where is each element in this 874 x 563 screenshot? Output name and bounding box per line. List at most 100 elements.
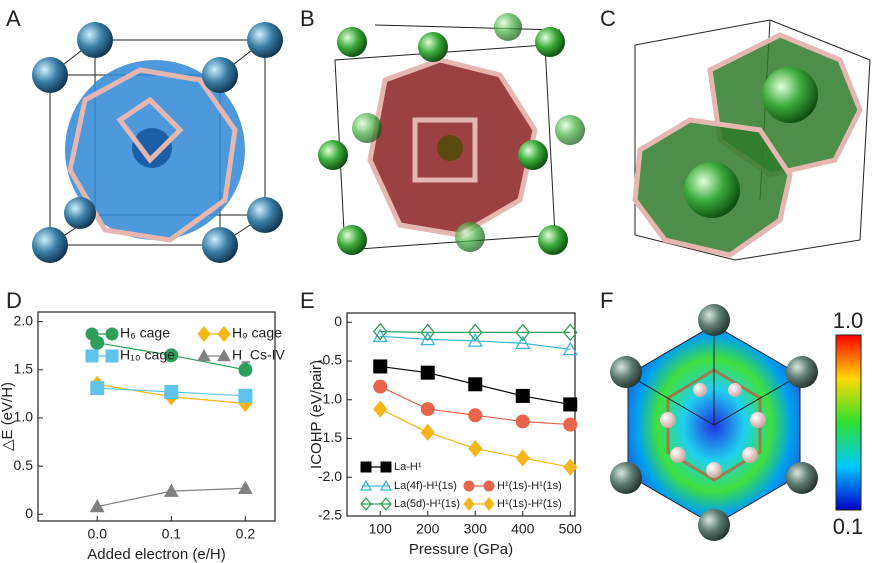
marker [515, 449, 530, 467]
marker [467, 323, 483, 342]
marker [238, 362, 253, 377]
marker [372, 322, 388, 341]
marker [420, 365, 435, 380]
marker [420, 323, 436, 342]
colorbar [835, 334, 862, 511]
marker [515, 323, 531, 342]
y-tick-label: -1.5 [318, 429, 342, 445]
panel-label: C [600, 6, 616, 31]
y-tick-label: -2.0 [318, 468, 342, 484]
x-tick-label: 500 [559, 521, 583, 537]
y-tick-label: 1.5 [14, 360, 34, 376]
marker [420, 331, 436, 346]
legend-marker [463, 480, 475, 492]
legend-label: La(5d)-H¹(1s) [394, 498, 460, 510]
legend-marker [217, 348, 231, 362]
y-tick-label: 2.0 [14, 312, 34, 328]
legend-label: H_Cs-IV [232, 347, 286, 363]
structure-c [632, 19, 871, 261]
x-tick-label: 200 [416, 521, 440, 537]
marker [562, 323, 578, 342]
x-axis-label: Pressure (GPa) [409, 541, 513, 558]
y-axis-label: ICOHP (eV/pair) [308, 360, 325, 469]
structure-a [32, 22, 283, 263]
x-tick-label: 0.0 [88, 526, 108, 542]
legend-marker [483, 480, 495, 492]
x-tick-label: 400 [511, 521, 535, 537]
series-line [380, 335, 571, 351]
marker [238, 480, 253, 494]
legend-label: H₆ cage [120, 325, 170, 341]
y-tick-label: 0.5 [14, 457, 34, 473]
legend-marker [380, 496, 392, 512]
marker [420, 423, 435, 441]
marker [468, 440, 483, 458]
legend-label: H₉ cage [232, 325, 282, 341]
y-tick-label: -1.0 [318, 390, 342, 406]
series-line [380, 330, 571, 333]
marker [163, 483, 179, 497]
panel-label: B [300, 6, 315, 31]
marker [563, 397, 578, 412]
marker [562, 341, 578, 356]
y-tick-label: -2.5 [318, 507, 342, 523]
legend-marker [85, 349, 99, 363]
elf-map [610, 304, 862, 541]
y-tick-label: 1.0 [14, 409, 34, 425]
legend-label: H¹(1s)-H²(1s) [497, 498, 562, 510]
y-axis-label: △E (eV/H) [0, 382, 16, 451]
legend-marker [197, 348, 211, 362]
legend-marker [217, 326, 231, 342]
legend-marker [105, 349, 119, 363]
marker [563, 458, 578, 476]
legend-marker [380, 461, 392, 473]
plot-frame [346, 312, 576, 517]
marker [468, 377, 483, 392]
x-tick-label: 100 [369, 521, 393, 537]
marker [563, 417, 578, 432]
marker [373, 359, 388, 374]
legend-marker [360, 496, 372, 512]
x-tick-label: 300 [464, 521, 488, 537]
colorbar-min: 0.1 [833, 514, 864, 539]
legend-marker [463, 497, 475, 511]
legend-label: La-H¹ [394, 461, 422, 473]
marker [89, 499, 105, 513]
x-tick-label: 0.1 [162, 526, 182, 542]
marker [90, 381, 105, 396]
panel-label: E [300, 288, 315, 313]
legend-marker [359, 479, 373, 491]
y-tick-label: -0.5 [318, 352, 342, 368]
panel-label: A [6, 6, 21, 31]
marker [164, 384, 179, 399]
colorbar-max: 1.0 [833, 308, 864, 333]
legend-marker [197, 326, 211, 342]
marker [515, 335, 531, 350]
legend-marker [483, 497, 495, 511]
legend-label: H¹(1s)-H¹(1s) [497, 480, 562, 492]
marker [238, 388, 253, 403]
legend-marker [360, 461, 372, 473]
panel-label: D [6, 288, 22, 313]
y-tick-label: 0 [25, 505, 33, 521]
marker [468, 408, 483, 423]
y-tick-label: 0 [334, 313, 342, 329]
marker [373, 400, 388, 418]
legend-marker [379, 479, 393, 491]
marker [420, 402, 435, 417]
legend-label: La(4f)-H¹(1s) [394, 480, 457, 492]
plot-frame [37, 311, 276, 522]
legend-marker [105, 327, 119, 341]
marker [164, 348, 179, 363]
marker [373, 379, 388, 394]
structure-b [318, 13, 585, 255]
marker [515, 414, 530, 429]
marker [515, 388, 530, 403]
x-tick-label: 0.2 [236, 526, 256, 542]
legend-label: H₁₀ cage [120, 347, 175, 363]
panel-label: F [600, 288, 613, 313]
x-axis-label: Added electron (e/H) [87, 546, 225, 563]
legend-marker [85, 327, 99, 341]
marker [467, 333, 483, 347]
